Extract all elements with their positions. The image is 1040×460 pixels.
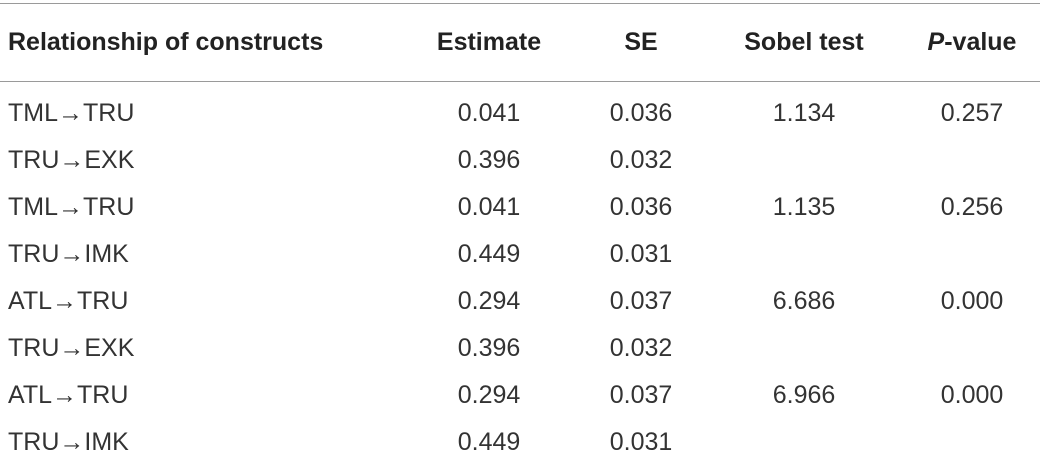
table-cell: 0.256 xyxy=(940,193,1004,221)
table-cell: 0.037 xyxy=(609,381,673,409)
table-cell: TML→TRU xyxy=(8,193,135,221)
header-cell: P-value xyxy=(928,27,1017,57)
table-cell: 0.031 xyxy=(609,428,673,456)
table-cell: 1.135 xyxy=(772,193,836,221)
header-cell: Estimate xyxy=(436,28,542,56)
table-cell: 0.036 xyxy=(609,99,673,127)
table-cell: 0.449 xyxy=(457,428,521,456)
table-cell: TRU→EXK xyxy=(8,146,135,174)
table-cell: TRU→EXK xyxy=(8,334,135,362)
table-cell: 0.000 xyxy=(940,381,1004,409)
header-cell: Relationship of constructs xyxy=(8,28,324,56)
header-rule xyxy=(0,81,1040,82)
table-cell: 1.134 xyxy=(772,99,836,127)
table-cell: TRU→IMK xyxy=(8,428,129,456)
table-cell: 0.257 xyxy=(940,99,1004,127)
table-cell: ATL→TRU xyxy=(8,287,129,315)
table-cell: 0.032 xyxy=(609,334,673,362)
table-cell: 6.966 xyxy=(772,381,836,409)
table-cell: 0.294 xyxy=(457,287,521,315)
table-cell: 0.031 xyxy=(609,240,673,268)
top-rule xyxy=(0,3,1040,4)
table-cell: 0.294 xyxy=(457,381,521,409)
table-cell: TRU→IMK xyxy=(8,240,129,268)
table-cell: ATL→TRU xyxy=(8,381,129,409)
table-cell: 0.396 xyxy=(457,334,521,362)
table-cell: TML→TRU xyxy=(8,99,135,127)
table-cell: 0.036 xyxy=(609,193,673,221)
table-cell: 0.000 xyxy=(940,287,1004,315)
table-cell: 0.396 xyxy=(457,146,521,174)
table-cell: 6.686 xyxy=(772,287,836,315)
table-cell: 0.037 xyxy=(609,287,673,315)
header-italic: P xyxy=(927,28,945,56)
header-text: -value xyxy=(944,28,1017,56)
header-cell: SE xyxy=(624,28,658,56)
table-cell: 0.032 xyxy=(609,146,673,174)
table-cell: 0.041 xyxy=(457,193,521,221)
header-cell: Sobel test xyxy=(744,28,864,56)
table-cell: 0.449 xyxy=(457,240,521,268)
table-cell: 0.041 xyxy=(457,99,521,127)
